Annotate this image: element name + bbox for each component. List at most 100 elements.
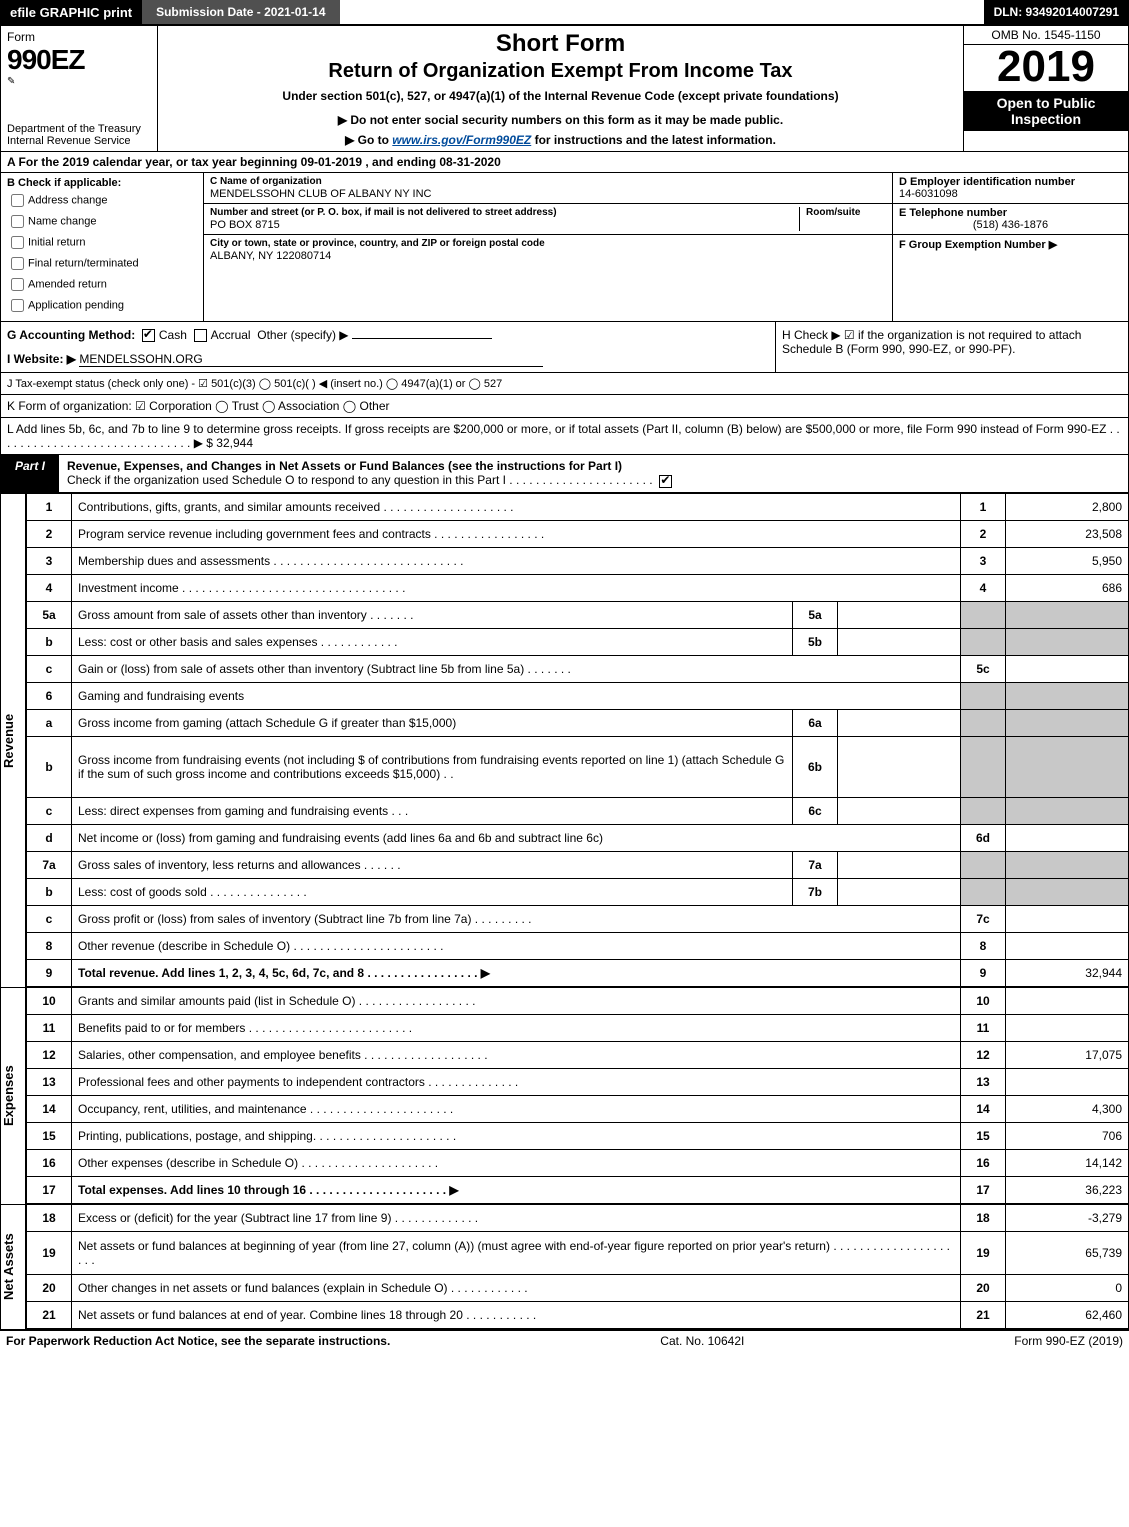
line-amt: 17,075 — [1006, 1041, 1129, 1068]
d-ein-label: D Employer identification number — [899, 176, 1122, 188]
chk-initial-return[interactable]: Initial return — [7, 233, 197, 252]
line-desc: Contributions, gifts, grants, and simila… — [72, 493, 961, 520]
chk-name-change[interactable]: Name change — [7, 212, 197, 231]
line-subamt — [838, 851, 961, 878]
line-subamt — [838, 736, 961, 797]
g-other-field[interactable] — [352, 338, 492, 339]
form-subtitle: Under section 501(c), 527, or 4947(a)(1)… — [168, 89, 953, 103]
c-room-label: Room/suite — [806, 207, 886, 218]
line-amt-gray — [1006, 628, 1129, 655]
line-amt: 14,142 — [1006, 1149, 1129, 1176]
line-amt-gray — [1006, 709, 1129, 736]
line-num: a — [27, 709, 72, 736]
page-footer: For Paperwork Reduction Act Notice, see … — [0, 1329, 1129, 1351]
line-amt-gray — [1006, 682, 1129, 709]
line-subref: 6a — [793, 709, 838, 736]
line-amt-gray — [1006, 851, 1129, 878]
link-prefix: ▶ Go to — [345, 133, 392, 147]
line-desc: Membership dues and assessments . . . . … — [72, 547, 961, 574]
line-num: 18 — [27, 1204, 72, 1231]
line-14: 14Occupancy, rent, utilities, and mainte… — [27, 1095, 1129, 1122]
line-num: 9 — [27, 959, 72, 986]
chk-final-return[interactable]: Final return/terminated — [7, 254, 197, 273]
line-num: c — [27, 905, 72, 932]
line-num: 6 — [27, 682, 72, 709]
footer-mid: Cat. No. 10642I — [660, 1334, 744, 1348]
chk-label: Amended return — [28, 278, 107, 290]
line-amt-gray — [1006, 601, 1129, 628]
side-label-net-assets: Net Assets — [0, 1204, 26, 1329]
line-5a: 5aGross amount from sale of assets other… — [27, 601, 1129, 628]
row-gh: G Accounting Method: Cash Accrual Other … — [0, 322, 1129, 373]
chk-cash[interactable] — [142, 329, 155, 342]
col-c-org-info: C Name of organization MENDELSSOHN CLUB … — [204, 173, 893, 321]
i-website-value[interactable]: MENDELSSOHN.ORG — [79, 352, 542, 367]
line-desc: Professional fees and other payments to … — [72, 1068, 961, 1095]
line-num: 21 — [27, 1301, 72, 1328]
line-ref-gray — [961, 628, 1006, 655]
line-desc: Salaries, other compensation, and employ… — [72, 1041, 961, 1068]
line-desc: Gross sales of inventory, less returns a… — [72, 851, 793, 878]
line-ref-gray — [961, 682, 1006, 709]
line-ref: 19 — [961, 1231, 1006, 1274]
chk-address-change[interactable]: Address change — [7, 191, 197, 210]
line-11: 11Benefits paid to or for members . . . … — [27, 1014, 1129, 1041]
header-mid: Short Form Return of Organization Exempt… — [158, 26, 964, 151]
form-title-full: Return of Organization Exempt From Incom… — [168, 60, 953, 83]
dept-label: Department of the Treasury — [7, 123, 151, 135]
col-d: D Employer identification number 14-6031… — [893, 173, 1128, 321]
i-website-label: I Website: ▶ — [7, 352, 76, 366]
line-subref: 6b — [793, 736, 838, 797]
line-ref: 2 — [961, 520, 1006, 547]
expenses-table: 10Grants and similar amounts paid (list … — [26, 987, 1129, 1204]
chk-label: Initial return — [28, 236, 85, 248]
c-name-value: MENDELSSOHN CLUB OF ALBANY NY INC — [210, 187, 886, 200]
line-num: 16 — [27, 1149, 72, 1176]
line-amt: 62,460 — [1006, 1301, 1129, 1328]
c-name: C Name of organization MENDELSSOHN CLUB … — [204, 173, 892, 204]
line-ref-gray — [961, 601, 1006, 628]
line-15: 15Printing, publications, postage, and s… — [27, 1122, 1129, 1149]
chk-application-pending[interactable]: Application pending — [7, 296, 197, 315]
line-num: 2 — [27, 520, 72, 547]
irs-logo-icon: ✎ — [7, 76, 151, 87]
line-desc: Investment income . . . . . . . . . . . … — [72, 574, 961, 601]
line-5b: bLess: cost or other basis and sales exp… — [27, 628, 1129, 655]
line-18: 18Excess or (deficit) for the year (Subt… — [27, 1204, 1129, 1231]
line-ref: 13 — [961, 1068, 1006, 1095]
line-amt: -3,279 — [1006, 1204, 1129, 1231]
chk-amended-return[interactable]: Amended return — [7, 275, 197, 294]
line-amt: 36,223 — [1006, 1176, 1129, 1203]
chk-label: Application pending — [28, 299, 124, 311]
ssn-warning: ▶ Do not enter social security numbers o… — [168, 113, 953, 127]
instructions-link[interactable]: www.irs.gov/Form990EZ — [392, 133, 531, 147]
line-amt: 5,950 — [1006, 547, 1129, 574]
print-label[interactable]: print — [103, 5, 132, 20]
line-num: b — [27, 628, 72, 655]
revenue-section: Revenue 1Contributions, gifts, grants, a… — [0, 493, 1129, 987]
line-subref: 7a — [793, 851, 838, 878]
line-num: 4 — [27, 574, 72, 601]
c-street-value: PO BOX 8715 — [210, 218, 793, 231]
line-ref: 20 — [961, 1274, 1006, 1301]
line-ref: 11 — [961, 1014, 1006, 1041]
line-num: 17 — [27, 1176, 72, 1203]
line-amt — [1006, 987, 1129, 1014]
net-assets-table: 18Excess or (deficit) for the year (Subt… — [26, 1204, 1129, 1329]
line-amt — [1006, 1068, 1129, 1095]
chk-accrual[interactable] — [194, 329, 207, 342]
line-amt: 706 — [1006, 1122, 1129, 1149]
line-subamt — [838, 797, 961, 824]
line-desc: Gross income from gaming (attach Schedul… — [72, 709, 793, 736]
line-5c: cGain or (loss) from sale of assets othe… — [27, 655, 1129, 682]
line-num: 20 — [27, 1274, 72, 1301]
line-8: 8Other revenue (describe in Schedule O) … — [27, 932, 1129, 959]
line-ref: 7c — [961, 905, 1006, 932]
line-amt — [1006, 655, 1129, 682]
part1-tab: Part I — [1, 455, 59, 491]
line-desc: Grants and similar amounts paid (list in… — [72, 987, 961, 1014]
submission-date-badge: Submission Date - 2021-01-14 — [142, 0, 339, 24]
line-desc: Gain or (loss) from sale of assets other… — [72, 655, 961, 682]
chk-label: Address change — [28, 194, 108, 206]
part1-schedule-o-chk[interactable] — [659, 475, 672, 488]
